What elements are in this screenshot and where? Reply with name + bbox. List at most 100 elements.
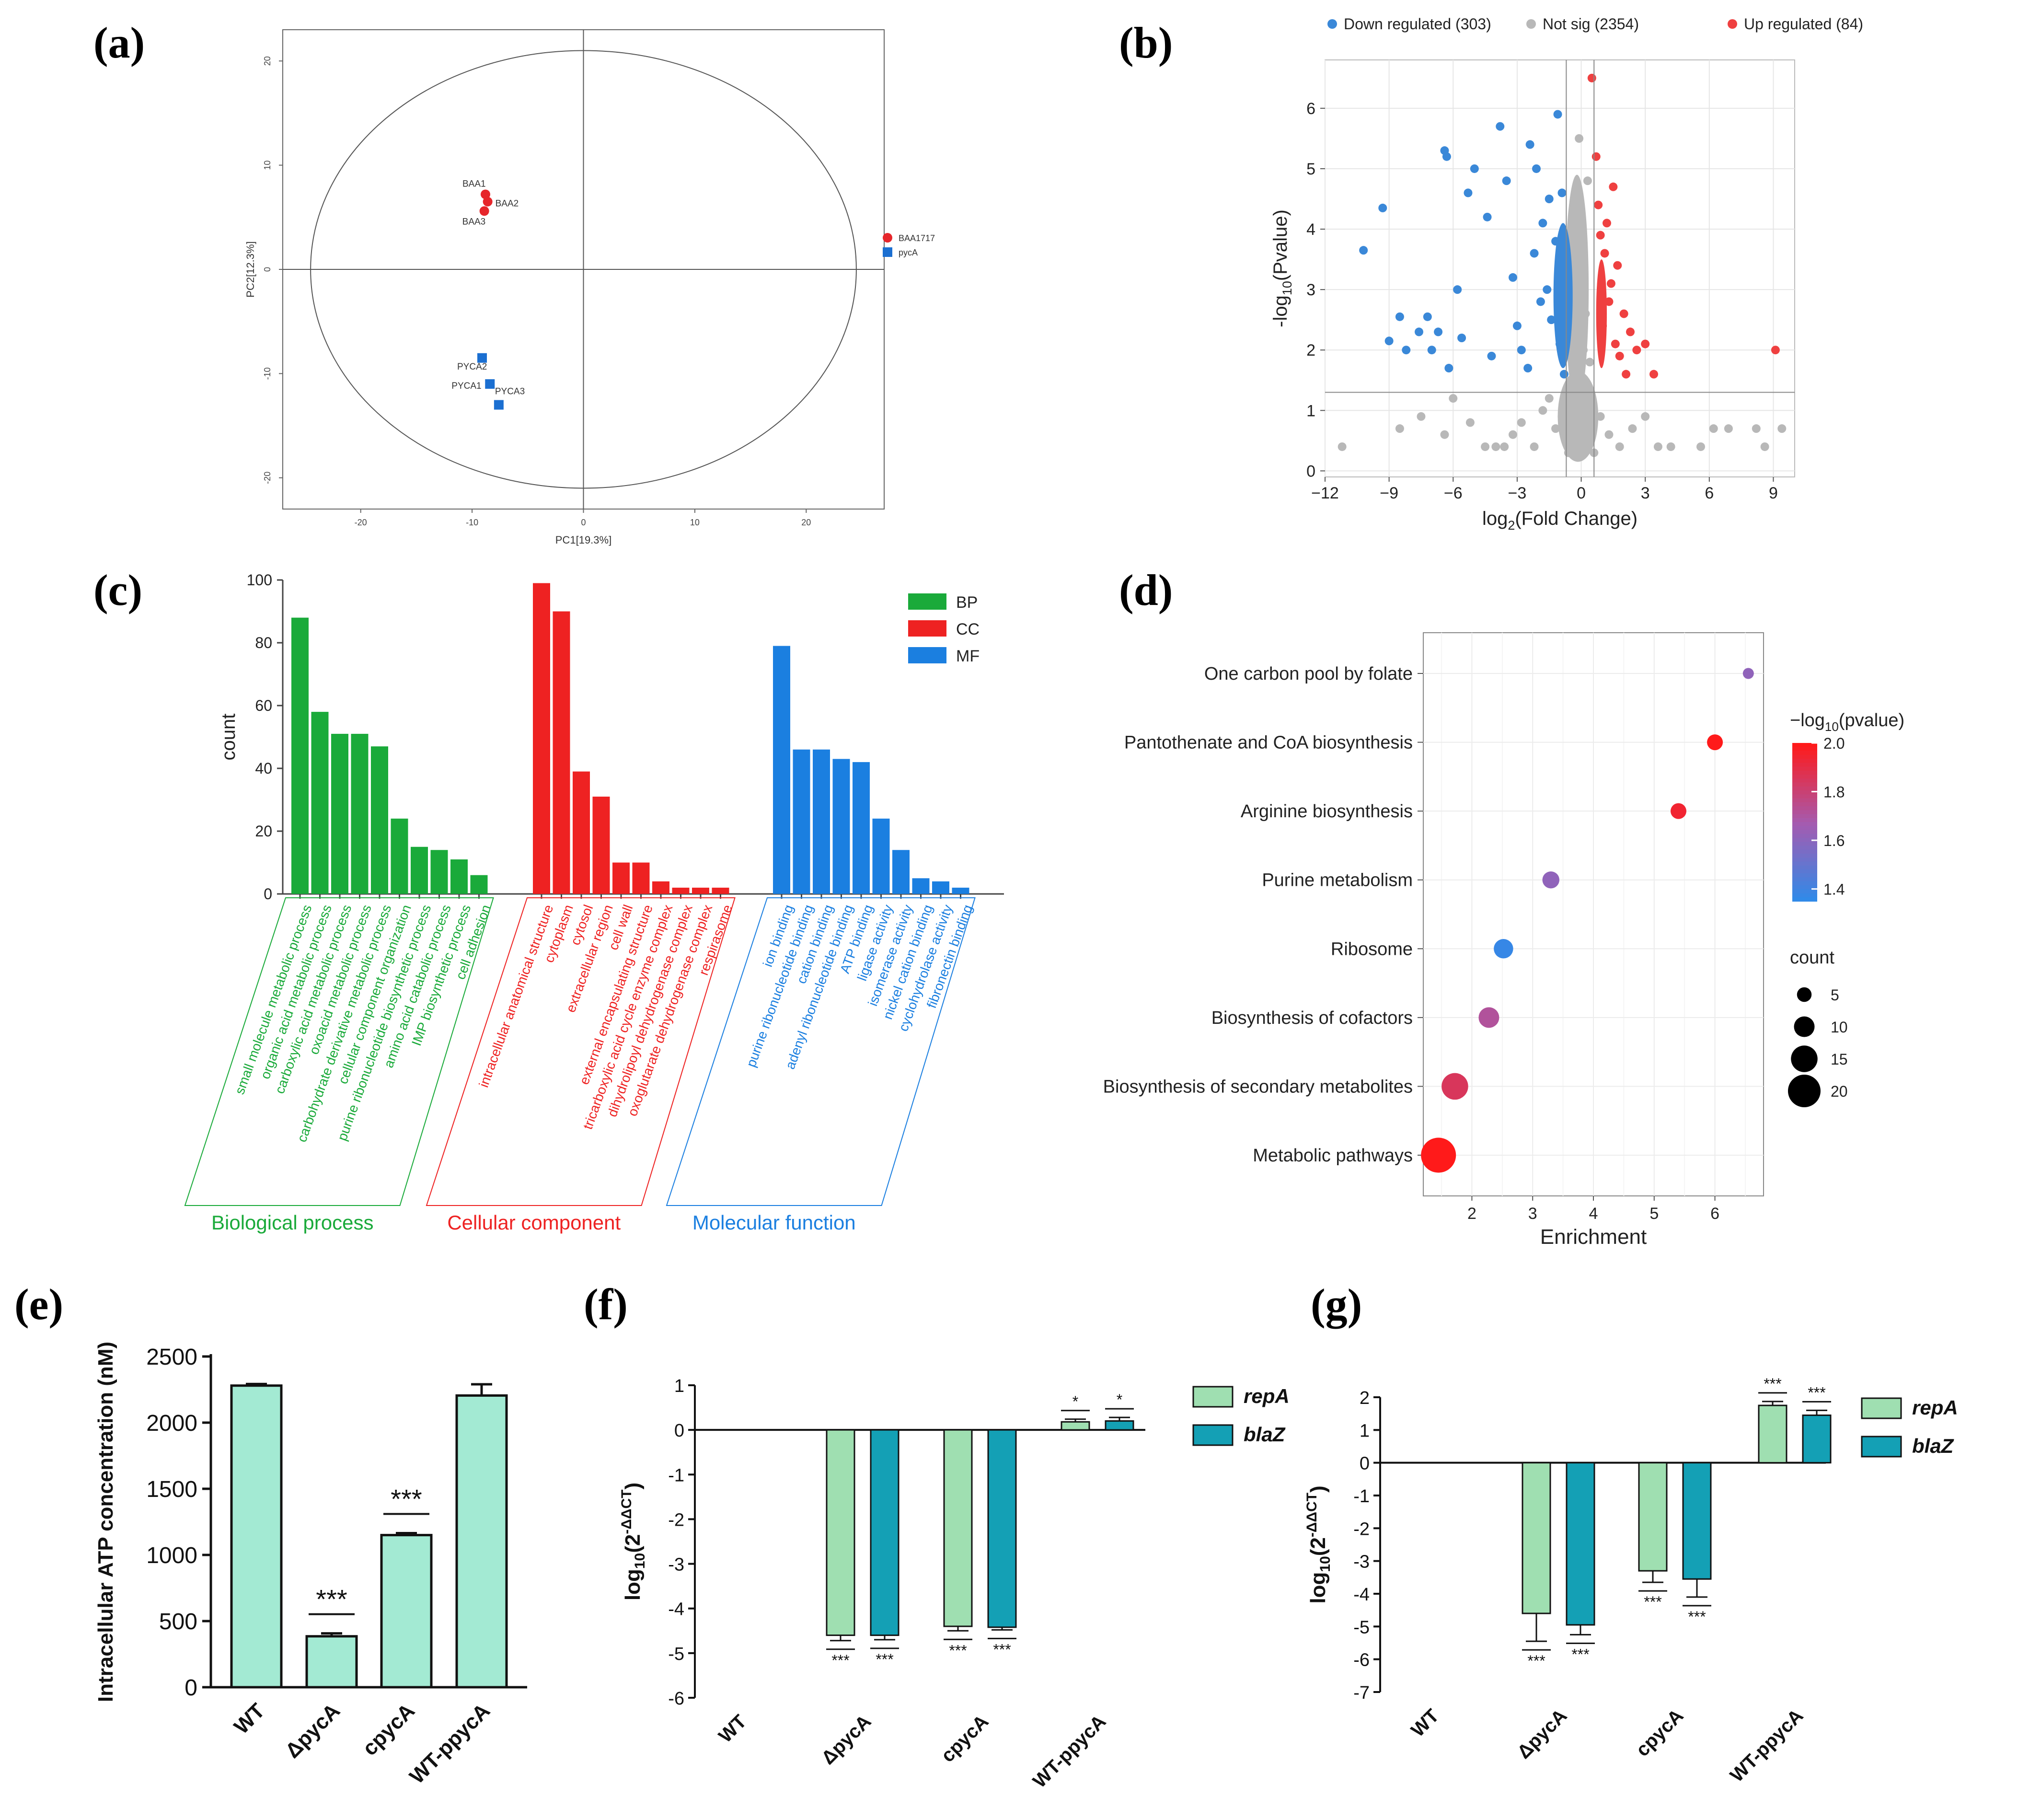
category-label: cpycA: [358, 1699, 419, 1760]
bar-repA: [1758, 1404, 1787, 1464]
pathway-label: Metabolic pathways: [1253, 1146, 1413, 1166]
y-tick-label: 3: [1306, 281, 1315, 299]
point-notsig: [1709, 424, 1718, 433]
legend-label-BP: BP: [956, 593, 978, 612]
color-bar-segment: [1792, 754, 1817, 759]
bubble: [1742, 668, 1754, 679]
legend-label-repA: repA: [1244, 1385, 1290, 1407]
legend-label-repA: repA: [1912, 1396, 1958, 1419]
y-tick-label: -7: [1353, 1683, 1370, 1703]
point-notsig: [1564, 448, 1573, 457]
size-legend-title: count: [1790, 948, 1834, 968]
y-label-sup: -ΔΔCT: [1304, 1493, 1320, 1537]
chart-d-kegg-bubbles: One carbon pool by folate Pantothenate an…: [1103, 632, 1904, 1249]
point-notsig: [1530, 442, 1539, 451]
category-label: WT: [230, 1699, 269, 1739]
point-notsig: [1581, 309, 1590, 318]
y-label-main: -log: [1270, 295, 1291, 327]
y-label-sub: 10: [632, 1553, 648, 1569]
category-label: WT-ppycA: [405, 1699, 495, 1788]
bar-BP: [470, 875, 488, 894]
color-bar-segment: [1792, 842, 1817, 846]
category-label: WT-ppycA: [1726, 1705, 1807, 1786]
y-tick-label: 1: [674, 1376, 684, 1396]
significance-label: ***: [1644, 1593, 1661, 1611]
point-up: [1604, 297, 1614, 306]
x-axis-label: Enrichment: [1540, 1225, 1647, 1249]
bar-CC: [573, 771, 590, 894]
bar-MF: [853, 762, 870, 894]
point-down: [1536, 297, 1545, 306]
point-up: [1632, 346, 1641, 355]
bar-MF: [872, 818, 890, 894]
point-down: [1395, 312, 1404, 321]
x-label-main: log: [1482, 508, 1508, 529]
x-tick-label: 6: [1705, 484, 1714, 502]
legend-label: Up regulated (84): [1744, 15, 1863, 33]
bar-0: [230, 1384, 283, 1689]
bar-BP: [411, 846, 428, 894]
bar-MF: [813, 749, 830, 894]
point-down: [1538, 219, 1547, 228]
color-legend-rest: (pvalue): [1839, 710, 1904, 730]
point-down: [1512, 321, 1522, 330]
bar-CC: [612, 862, 630, 894]
point-PYCA1: [485, 379, 495, 389]
y-label-rest: (Pvalue): [1270, 209, 1291, 281]
size-legend-label: 10: [1831, 1019, 1848, 1036]
category-label: ΔpycA: [1513, 1705, 1571, 1763]
point-up: [1771, 346, 1780, 355]
color-legend-tick: 2.0: [1823, 735, 1845, 752]
point-down: [1517, 346, 1526, 355]
y-tick-label: 2500: [146, 1345, 197, 1370]
bar-BP: [331, 733, 348, 894]
point-label-BAA2: BAA2: [496, 199, 519, 209]
bar-blaZ: [1802, 1414, 1832, 1464]
color-legend-tick: 1.8: [1823, 784, 1845, 801]
y-label-sub: 10: [1317, 1556, 1333, 1572]
point-down: [1457, 334, 1466, 342]
category-label: WT: [1407, 1705, 1443, 1741]
point-notsig: [1538, 406, 1547, 415]
point-notsig: [1338, 442, 1347, 451]
group-bracket-MF: [666, 897, 976, 1206]
color-bar-segment: [1792, 889, 1817, 894]
bar-MF: [773, 646, 790, 894]
point-down: [1434, 327, 1443, 336]
x-tick-label: 10: [690, 518, 700, 527]
y-tick-label: 80: [255, 634, 272, 651]
point-notsig: [1585, 418, 1594, 427]
y-tick-label: -5: [668, 1644, 684, 1664]
size-legend-label: 5: [1831, 986, 1839, 1004]
panel-label-a: (a): [93, 18, 145, 67]
bubble: [1542, 871, 1559, 889]
point-down: [1384, 336, 1394, 346]
point-notsig: [1500, 442, 1509, 451]
category-label: cpycA: [1632, 1705, 1687, 1761]
point-notsig: [1628, 424, 1637, 433]
y-label-rest: (2: [621, 1534, 645, 1553]
color-bar-segment: [1792, 747, 1817, 752]
y-axis-label: log10(2-ΔΔCT): [619, 1483, 648, 1600]
color-bar-segment: [1792, 770, 1817, 775]
significance-label: ***: [876, 1651, 893, 1668]
legend-swatch-MF: [908, 647, 946, 663]
point-notsig: [1557, 412, 1567, 421]
bar-3: [455, 1394, 508, 1689]
color-legend-main: −log: [1790, 710, 1825, 730]
y-tick-label: 0: [674, 1421, 684, 1441]
bar-blaZ: [870, 1429, 899, 1636]
legend-marker: [1526, 19, 1536, 29]
y-axis-label: log10(2-ΔΔCT): [1304, 1485, 1333, 1603]
legend-label: Not sig (2354): [1543, 15, 1639, 33]
point-notsig: [1572, 249, 1581, 258]
bar-CC: [692, 887, 709, 894]
y-tick-label: 2: [1360, 1388, 1370, 1408]
color-bar-segment: [1792, 834, 1817, 838]
color-bar-segment: [1792, 778, 1817, 783]
bar-BP: [311, 712, 329, 894]
y-tick-label: 20: [255, 823, 272, 840]
bar-repA: [1638, 1462, 1668, 1572]
x-axis-label: log2(Fold Change): [1482, 508, 1637, 533]
y-label-sup: -ΔΔCT: [619, 1490, 634, 1534]
